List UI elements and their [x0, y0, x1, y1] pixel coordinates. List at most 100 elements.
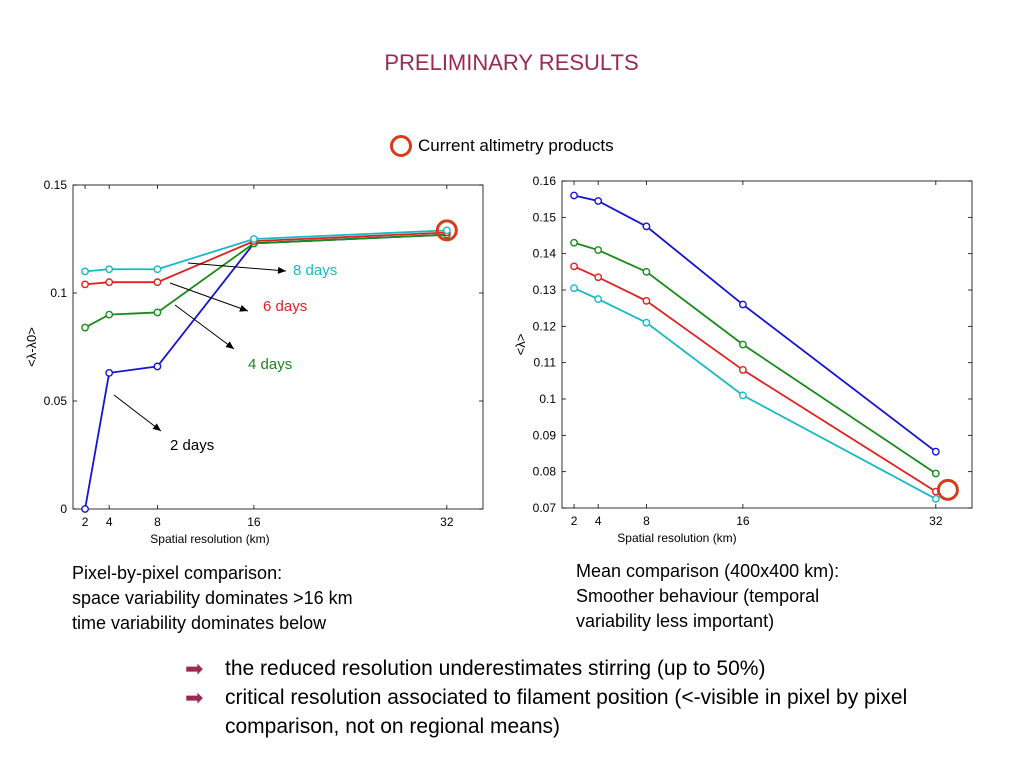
- y-tick-label: 0.12: [533, 319, 557, 333]
- annotation-arrowhead: [152, 423, 161, 431]
- x-tick-label: 8: [643, 514, 650, 528]
- annotation-arrowhead: [239, 305, 248, 312]
- data-point: [642, 222, 651, 231]
- data-point: [738, 366, 747, 374]
- data-point: [249, 235, 258, 243]
- data-point: [931, 495, 940, 503]
- data-point: [594, 246, 603, 254]
- left-caption-line: Pixel-by-pixel comparison:: [72, 563, 283, 583]
- data-point: [642, 296, 651, 305]
- data-point: [570, 238, 578, 247]
- annotation-label: 8 days: [293, 262, 337, 279]
- data-point: [81, 280, 89, 289]
- data-point: [153, 308, 162, 317]
- y-axis-label: <λ-λ0>: [24, 327, 39, 367]
- left-caption: Pixel-by-pixel comparison: space variabi…: [72, 561, 353, 636]
- right-caption-line: Mean comparison (400x400 km):: [576, 561, 840, 581]
- x-tick-label: 2: [82, 515, 89, 529]
- data-point: [642, 318, 651, 327]
- series-line: [573, 194, 937, 453]
- data-point: [81, 267, 89, 276]
- x-tick-label: 8: [154, 515, 161, 529]
- data-point: [105, 310, 114, 319]
- series-line: [573, 287, 937, 500]
- y-tick-label: 0.15: [533, 210, 557, 224]
- x-axis-label: Spatial resolution (km): [150, 532, 269, 546]
- right-arrow-icon: ➡: [185, 685, 204, 710]
- x-tick-label: 16: [736, 514, 750, 528]
- series-line: [84, 231, 447, 286]
- circle-marker-icon: [390, 135, 412, 157]
- data-point: [570, 191, 578, 200]
- data-point: [570, 262, 578, 271]
- annotation-label: 4 days: [248, 356, 292, 373]
- altimetry-marker: [435, 219, 458, 242]
- y-tick-label: 0.13: [533, 283, 557, 297]
- data-point: [594, 295, 603, 303]
- data-point: [738, 300, 747, 309]
- conclusion-text: the reduced resolution underestimates st…: [225, 657, 766, 680]
- data-point: [442, 226, 451, 235]
- y-tick-label: 0.05: [44, 394, 68, 408]
- y-tick-label: 0.07: [533, 501, 557, 515]
- y-axis-label: <λ>: [513, 334, 528, 356]
- data-point: [642, 267, 651, 276]
- data-point: [81, 323, 89, 332]
- x-tick-label: 32: [440, 515, 454, 529]
- page-title: PRELIMINARY RESULTS: [384, 50, 639, 75]
- data-point: [105, 265, 114, 274]
- data-point: [570, 284, 578, 293]
- annotation-arrowhead: [277, 266, 286, 274]
- x-axis-label: Spatial resolution (km): [617, 531, 736, 545]
- data-point: [153, 265, 162, 274]
- series-line: [573, 265, 937, 493]
- data-point: [153, 278, 162, 287]
- annotation-arrowhead: [225, 341, 234, 349]
- conclusion-list: ➡ the reduced resolution underestimates …: [185, 654, 925, 741]
- data-point: [153, 362, 162, 371]
- data-point: [738, 391, 747, 400]
- legend-label: Current altimetry products: [418, 136, 614, 155]
- y-tick-label: 0.11: [534, 356, 557, 370]
- annotation-arrow: [169, 282, 249, 312]
- y-tick-label: 0.15: [44, 178, 68, 192]
- data-point: [931, 447, 940, 456]
- y-tick-label: 0.14: [533, 247, 557, 261]
- conclusion-text: critical resolution associated to filame…: [225, 686, 908, 738]
- y-tick-label: 0.16: [533, 174, 557, 188]
- right-arrow-icon: ➡: [185, 656, 204, 681]
- annotation-arrow: [113, 394, 162, 432]
- conclusion-item: ➡ critical resolution associated to fila…: [185, 683, 925, 741]
- annotation-arrow: [174, 304, 235, 350]
- annotation-label: 2 days: [170, 437, 214, 454]
- y-tick-label: 0: [60, 502, 67, 516]
- data-point: [931, 469, 940, 478]
- conclusion-item: ➡ the reduced resolution underestimates …: [185, 654, 925, 683]
- plot-frame: [561, 180, 973, 509]
- chart-legend: Current altimetry products: [390, 135, 614, 157]
- y-tick-label: 0.1: [50, 286, 67, 300]
- y-tick-label: 0.09: [533, 428, 557, 442]
- left-caption-line: time variability dominates below: [72, 613, 327, 633]
- x-tick-label: 4: [106, 515, 113, 529]
- altimetry-marker: [936, 478, 959, 501]
- data-point: [738, 340, 747, 349]
- data-point: [594, 273, 603, 282]
- annotation-label: 6 days: [263, 298, 307, 315]
- left-caption-line: space variability dominates >16 km: [72, 588, 353, 608]
- plot-frame: [72, 184, 484, 510]
- y-tick-label: 0.1: [539, 392, 556, 406]
- x-tick-label: 32: [929, 514, 943, 528]
- right-caption: Mean comparison (400x400 km): Smoother b…: [576, 559, 839, 634]
- data-point: [105, 369, 114, 377]
- annotation-arrow: [187, 262, 287, 272]
- data-point: [105, 278, 114, 287]
- right-caption-line: variability less important): [576, 611, 775, 631]
- x-tick-label: 16: [247, 515, 261, 529]
- x-tick-label: 4: [595, 514, 602, 528]
- right-caption-line: Smoother behaviour (temporal: [576, 586, 820, 606]
- series-line: [573, 241, 937, 475]
- data-point: [594, 197, 603, 205]
- y-tick-label: 0.08: [533, 465, 557, 479]
